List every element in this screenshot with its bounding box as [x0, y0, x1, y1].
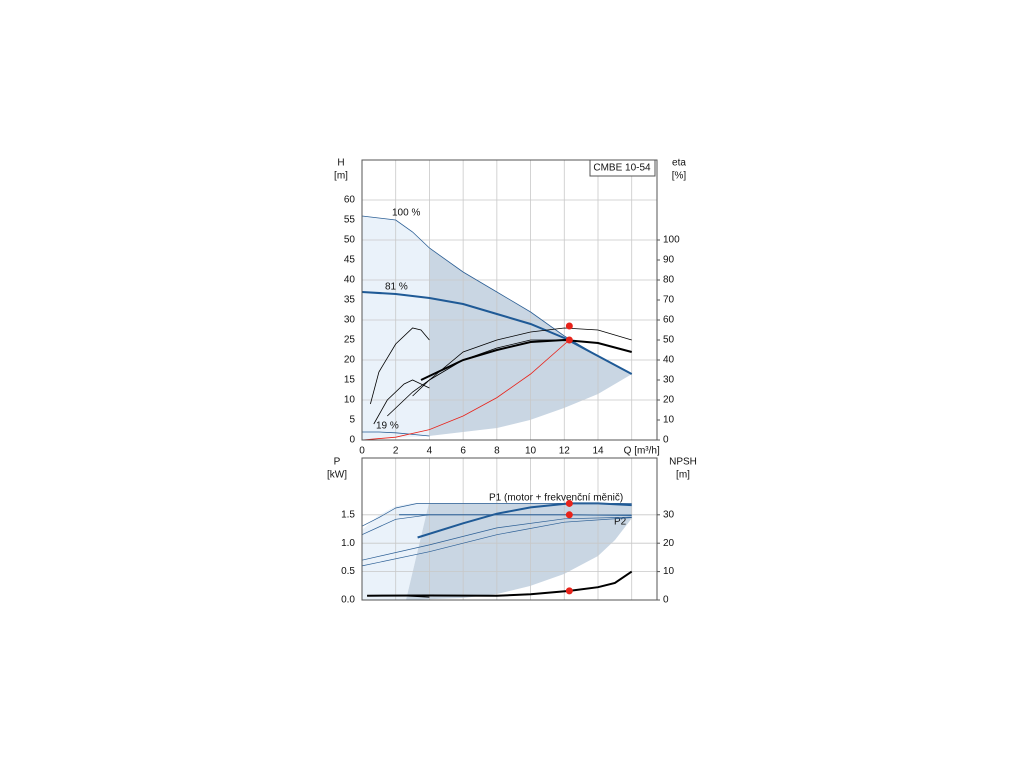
- y2-axis-label: NPSH: [669, 457, 697, 468]
- grid: [362, 160, 657, 440]
- y2-tick-label: 10: [663, 566, 675, 577]
- y-tick-label: 50: [344, 235, 356, 246]
- chart-title: CMBE 10-54: [593, 163, 651, 174]
- x-tick-label: 8: [494, 446, 500, 457]
- y-tick-label: 35: [344, 295, 356, 306]
- x-tick-label: 10: [525, 446, 537, 457]
- operating-point: [565, 511, 573, 519]
- y-tick-label: 55: [344, 215, 356, 226]
- curve: [387, 339, 565, 417]
- y-axis-label: H: [337, 158, 344, 169]
- y2-axis-label: eta: [672, 158, 686, 169]
- x-tick-label: 14: [592, 446, 604, 457]
- y-axis-unit: [kW]: [327, 470, 347, 481]
- y2-tick-label: 0: [663, 595, 669, 606]
- y2-tick-label: 60: [663, 315, 675, 326]
- curve: [370, 327, 430, 405]
- y-tick-label: 0.0: [341, 595, 355, 606]
- x-tick-label: 4: [427, 446, 433, 457]
- operating-point: [565, 499, 573, 507]
- y-axis-unit: [m]: [334, 171, 348, 182]
- y2-axis-unit: [m]: [676, 470, 690, 481]
- y2-tick-label: 80: [663, 275, 675, 286]
- x-tick-label: 2: [393, 446, 399, 457]
- plot-frame: [361, 159, 658, 441]
- curve: [367, 595, 430, 598]
- curve: [361, 291, 633, 375]
- curve-label: 100 %: [392, 208, 420, 219]
- y-tick-label: 15: [344, 375, 356, 386]
- y2-tick-label: 20: [663, 538, 675, 549]
- y2-tick-label: 70: [663, 295, 675, 306]
- y2-tick-label: 50: [663, 335, 675, 346]
- y-tick-label: 25: [344, 335, 356, 346]
- x-tick-label: 6: [460, 446, 466, 457]
- curve-label: 81 %: [385, 282, 408, 293]
- plot-frame: [361, 457, 658, 601]
- curve: [361, 516, 632, 561]
- x-tick-label: Q [m³/h]: [624, 446, 660, 457]
- x-tick-label: 12: [559, 446, 571, 457]
- range-dark: [406, 503, 632, 600]
- curve: [412, 327, 632, 397]
- grid: [362, 458, 657, 600]
- curve: [373, 379, 430, 425]
- y2-axis-unit: [%]: [672, 171, 687, 182]
- y-tick-label: 45: [344, 255, 356, 266]
- curve: [367, 570, 633, 597]
- y-tick-label: 30: [344, 315, 356, 326]
- y-tick-label: 20: [344, 355, 356, 366]
- y-axis-label: P: [334, 457, 341, 468]
- y2-tick-label: 0: [663, 435, 669, 446]
- x-tick-label: 0: [359, 446, 365, 457]
- curve-label: 19 %: [376, 421, 399, 432]
- title-box: [589, 159, 656, 177]
- y-tick-label: 1.5: [341, 509, 355, 520]
- y-tick-label: 0.5: [341, 566, 355, 577]
- y2-tick-label: 30: [663, 509, 675, 520]
- y2-tick-label: 100: [663, 235, 680, 246]
- curve: [420, 338, 632, 381]
- y2-tick-label: 20: [663, 395, 675, 406]
- y-tick-label: 5: [349, 415, 355, 426]
- curve-label: P1 (motor + frekvenční měnič): [489, 493, 623, 504]
- y-tick-label: 1.0: [341, 538, 355, 549]
- y2-tick-label: 10: [663, 415, 675, 426]
- y2-tick-label: 30: [663, 375, 675, 386]
- y-tick-label: 60: [344, 195, 356, 206]
- curve: [361, 503, 632, 527]
- curve: [361, 517, 632, 567]
- operating-point: [565, 336, 573, 344]
- y-tick-label: 10: [344, 395, 356, 406]
- curve-label: P2: [614, 517, 627, 528]
- curve: [362, 431, 430, 437]
- y2-tick-label: 90: [663, 255, 675, 266]
- y2-tick-label: 40: [663, 355, 675, 366]
- curve: [361, 339, 570, 441]
- operating-point: [565, 587, 573, 595]
- operating-point: [565, 322, 573, 330]
- y-tick-label: 40: [344, 275, 356, 286]
- y-tick-label: 0: [349, 435, 355, 446]
- curve: [361, 514, 632, 536]
- plot-layer: 0 2 4 6 8 10 12 14 Q [m³/h]051015202530354045505…: [341, 160, 680, 606]
